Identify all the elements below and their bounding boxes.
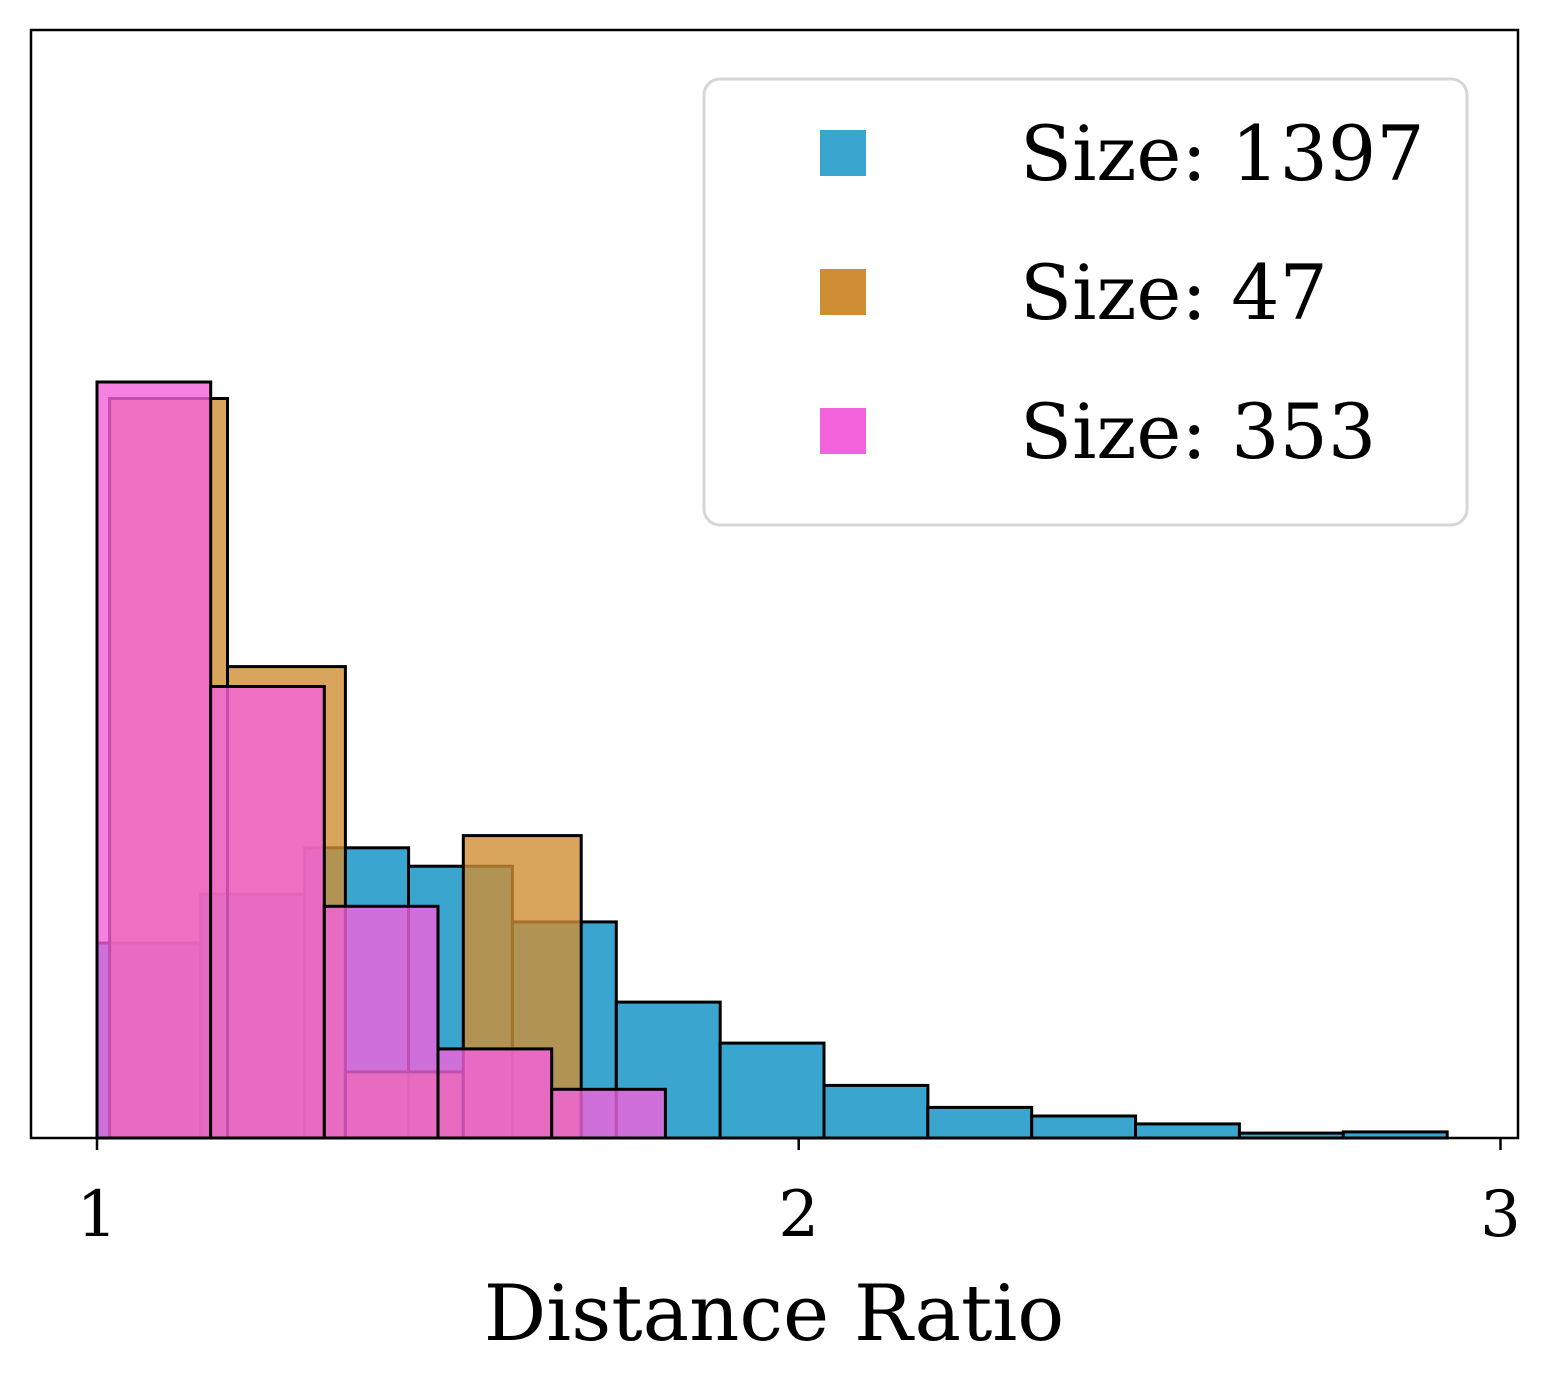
bar-series-2-bin-1 — [209, 685, 326, 1140]
legend-label-2: Size: 353 — [1020, 387, 1376, 476]
legend-label-1: Size: 47 — [1020, 248, 1328, 337]
bar-series-0-bin-7 — [822, 1083, 930, 1140]
legend-entries: Size: 1397 Size: 47 Size: 353 — [820, 109, 1425, 476]
bar-series-0-bin-10 — [1134, 1122, 1241, 1140]
legend-swatch-1 — [820, 269, 866, 315]
x-axis-label: Distance Ratio — [484, 1269, 1065, 1359]
plot-frame — [29, 28, 1520, 1140]
bars-layer — [95, 380, 1449, 1140]
bar-series-2-bin-4 — [550, 1087, 667, 1140]
x-tick-label-2: 3 — [1480, 1178, 1521, 1252]
legend-swatch-0 — [820, 130, 866, 176]
x-axis-ticks: 1 2 3 — [77, 1138, 1521, 1252]
legend-swatch-2 — [820, 408, 866, 454]
legend: Size: 1397 Size: 47 Size: 353 — [702, 77, 1469, 527]
bar-series-0-bin-8 — [926, 1105, 1034, 1140]
bar-series-0-bin-6 — [718, 1041, 826, 1140]
bar-series-2-bin-2 — [322, 904, 440, 1140]
series-2 — [95, 380, 667, 1140]
legend-frame — [702, 77, 1469, 527]
legend-label-0: Size: 1397 — [1020, 109, 1425, 198]
bar-series-0-bin-9 — [1030, 1114, 1138, 1140]
bar-series-2-bin-0 — [95, 380, 213, 1140]
bar-series-2-bin-3 — [436, 1047, 554, 1140]
x-tick-label-0: 1 — [77, 1178, 118, 1252]
x-tick-label-1: 2 — [778, 1178, 819, 1252]
